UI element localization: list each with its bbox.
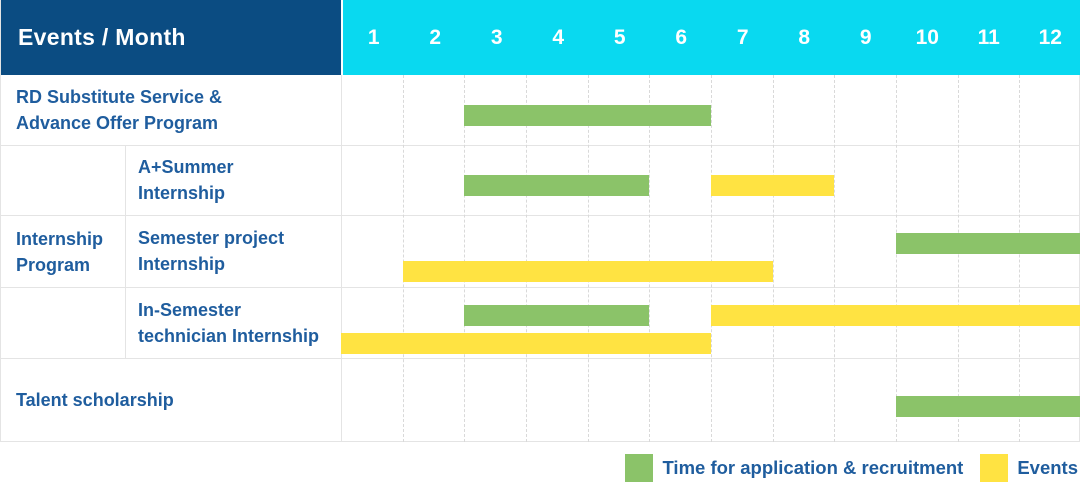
row-label: In-Semester technician Internship — [138, 299, 320, 346]
legend-swatch-event — [980, 454, 1009, 482]
month-header-row: 1 2 3 4 5 6 7 8 9 10 11 12 — [343, 0, 1080, 75]
row-divider-line — [1, 215, 1080, 216]
legend-item: Time for application & recruitment — [625, 454, 963, 482]
gantt-bar-event — [711, 175, 835, 197]
legend-item: Events — [980, 454, 1078, 482]
month-grid-line — [896, 75, 897, 442]
gantt-bar-event — [341, 332, 711, 354]
legend-swatch-application — [625, 454, 654, 482]
legend-label: Events — [1017, 457, 1078, 478]
month-header-cell: 7 — [736, 25, 749, 49]
month-header-cell: 9 — [859, 25, 872, 49]
gantt-bar-application — [464, 105, 711, 127]
gantt-bar-application — [896, 396, 1080, 418]
label-column-divider — [125, 145, 126, 358]
month-grid-line — [649, 75, 650, 442]
month-grid-line — [1019, 75, 1020, 442]
month-header-cell: 12 — [1038, 25, 1062, 49]
gantt-bar-application — [896, 233, 1080, 255]
month-header-cell: 8 — [798, 25, 811, 49]
events-month-corner-header: Events / Month — [1, 0, 341, 75]
gantt-bar-event — [711, 304, 1080, 326]
month-header-cell: 4 — [552, 25, 565, 49]
row-divider-line — [1, 145, 1080, 146]
month-header-cell: 1 — [367, 25, 380, 49]
gantt-bar-application — [464, 175, 650, 197]
month-header-cell: 10 — [915, 25, 939, 49]
month-grid-line — [588, 75, 589, 442]
row-label: Talent scholarship — [16, 390, 174, 410]
month-header-cell: 11 — [977, 25, 1000, 49]
month-grid-line — [834, 75, 835, 442]
month-grid-line — [403, 75, 404, 442]
gantt-table: Events / Month 1 2 3 4 5 6 7 8 9 10 11 12 RD Substi… — [0, 0, 1080, 442]
month-header-cell: 2 — [429, 25, 442, 49]
month-header-cell: 5 — [613, 25, 626, 49]
group-label: Internship Program — [16, 228, 104, 275]
month-grid-line — [526, 75, 527, 442]
month-grid-line — [464, 75, 465, 442]
label-chart-divider — [341, 75, 342, 442]
row-divider-line — [1, 287, 1080, 288]
row-label: RD Substitute Service & Advance Offer Pr… — [16, 87, 223, 133]
corner-header-label: Events / Month — [18, 24, 186, 50]
row-label: Semester project Internship — [138, 228, 285, 274]
gantt-bar-application — [464, 304, 650, 326]
row-label: A+Summer Internship — [138, 157, 234, 203]
month-header-cell: 3 — [490, 25, 503, 49]
month-header-cell: 6 — [675, 25, 688, 49]
legend: Time for application & recruitment Events — [625, 451, 1078, 485]
legend-label: Time for application & recruitment — [662, 457, 964, 478]
month-grid-line — [711, 75, 712, 442]
month-grid-line — [958, 75, 959, 442]
month-grid-line — [773, 75, 774, 442]
gantt-bar-event — [402, 261, 773, 283]
row-divider-line — [1, 358, 1080, 359]
